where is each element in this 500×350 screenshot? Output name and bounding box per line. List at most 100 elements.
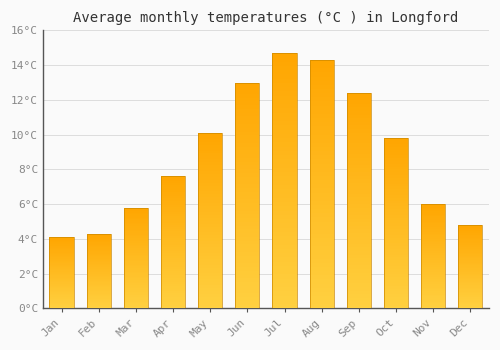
Bar xyxy=(347,265,371,269)
Bar xyxy=(86,276,111,277)
Bar xyxy=(86,300,111,301)
Bar xyxy=(198,271,222,273)
Bar xyxy=(86,245,111,246)
Bar xyxy=(310,234,334,238)
Bar xyxy=(272,164,296,168)
Bar xyxy=(310,292,334,296)
Bar xyxy=(272,53,296,57)
Bar xyxy=(124,236,148,238)
Bar xyxy=(198,174,222,177)
Bar xyxy=(458,284,482,285)
Bar xyxy=(347,233,371,237)
Bar xyxy=(384,223,408,226)
Bar xyxy=(161,218,185,220)
Bar xyxy=(50,263,74,265)
Bar xyxy=(310,176,334,180)
Bar xyxy=(124,297,148,299)
Bar xyxy=(124,245,148,246)
Bar xyxy=(50,253,74,254)
Bar xyxy=(86,246,111,247)
Bar xyxy=(310,205,334,209)
Bar xyxy=(198,259,222,262)
Bar xyxy=(198,276,222,279)
Bar xyxy=(384,238,408,240)
Bar xyxy=(384,149,408,152)
Bar xyxy=(50,246,74,247)
Bar xyxy=(124,265,148,266)
Bar xyxy=(124,307,148,308)
Bar xyxy=(347,204,371,208)
Bar xyxy=(86,301,111,302)
Bar xyxy=(50,307,74,308)
Bar xyxy=(86,247,111,249)
Bar xyxy=(198,297,222,300)
Bar xyxy=(161,243,185,245)
Bar xyxy=(198,183,222,186)
Bar xyxy=(272,87,296,91)
Bar xyxy=(458,307,482,308)
Bar xyxy=(236,94,260,98)
Bar xyxy=(421,274,445,275)
Bar xyxy=(86,255,111,256)
Bar xyxy=(236,150,260,154)
Bar xyxy=(310,188,334,193)
Bar xyxy=(272,134,296,138)
Bar xyxy=(124,303,148,305)
Bar xyxy=(124,292,148,293)
Bar xyxy=(347,158,371,161)
Bar xyxy=(421,254,445,256)
Bar xyxy=(236,184,260,188)
Bar xyxy=(347,251,371,254)
Bar xyxy=(198,267,222,271)
Bar xyxy=(347,107,371,111)
Bar xyxy=(86,288,111,290)
Bar xyxy=(86,280,111,281)
Bar xyxy=(86,291,111,292)
Bar xyxy=(236,211,260,214)
Bar xyxy=(310,271,334,275)
Bar xyxy=(50,271,74,272)
Bar xyxy=(86,250,111,251)
Bar xyxy=(236,173,260,177)
Bar xyxy=(458,278,482,279)
Bar xyxy=(198,262,222,265)
Bar xyxy=(50,282,74,284)
Bar xyxy=(421,251,445,253)
Bar xyxy=(421,300,445,301)
Bar xyxy=(198,306,222,308)
Bar xyxy=(50,292,74,293)
Bar xyxy=(236,203,260,207)
Bar xyxy=(272,57,296,62)
Bar xyxy=(50,278,74,279)
Bar xyxy=(347,194,371,197)
Bar xyxy=(161,176,185,308)
Bar xyxy=(161,234,185,236)
Bar xyxy=(310,72,334,77)
Bar xyxy=(198,136,222,139)
Bar xyxy=(198,165,222,168)
Bar xyxy=(272,236,296,240)
Bar xyxy=(458,275,482,276)
Bar xyxy=(124,243,148,245)
Bar xyxy=(310,97,334,102)
Bar xyxy=(421,246,445,248)
Bar xyxy=(198,300,222,303)
Bar xyxy=(272,108,296,113)
Bar xyxy=(198,133,222,136)
Bar xyxy=(347,226,371,230)
Bar xyxy=(50,259,74,260)
Bar xyxy=(458,256,482,257)
Bar xyxy=(124,230,148,231)
Bar xyxy=(198,250,222,253)
Bar xyxy=(236,233,260,237)
Bar xyxy=(458,282,482,284)
Bar xyxy=(161,207,185,209)
Bar xyxy=(272,151,296,155)
Bar xyxy=(124,280,148,282)
Bar xyxy=(86,235,111,236)
Bar xyxy=(198,191,222,194)
Bar xyxy=(124,295,148,297)
Bar xyxy=(310,201,334,205)
Bar xyxy=(421,250,445,251)
Bar xyxy=(161,289,185,291)
